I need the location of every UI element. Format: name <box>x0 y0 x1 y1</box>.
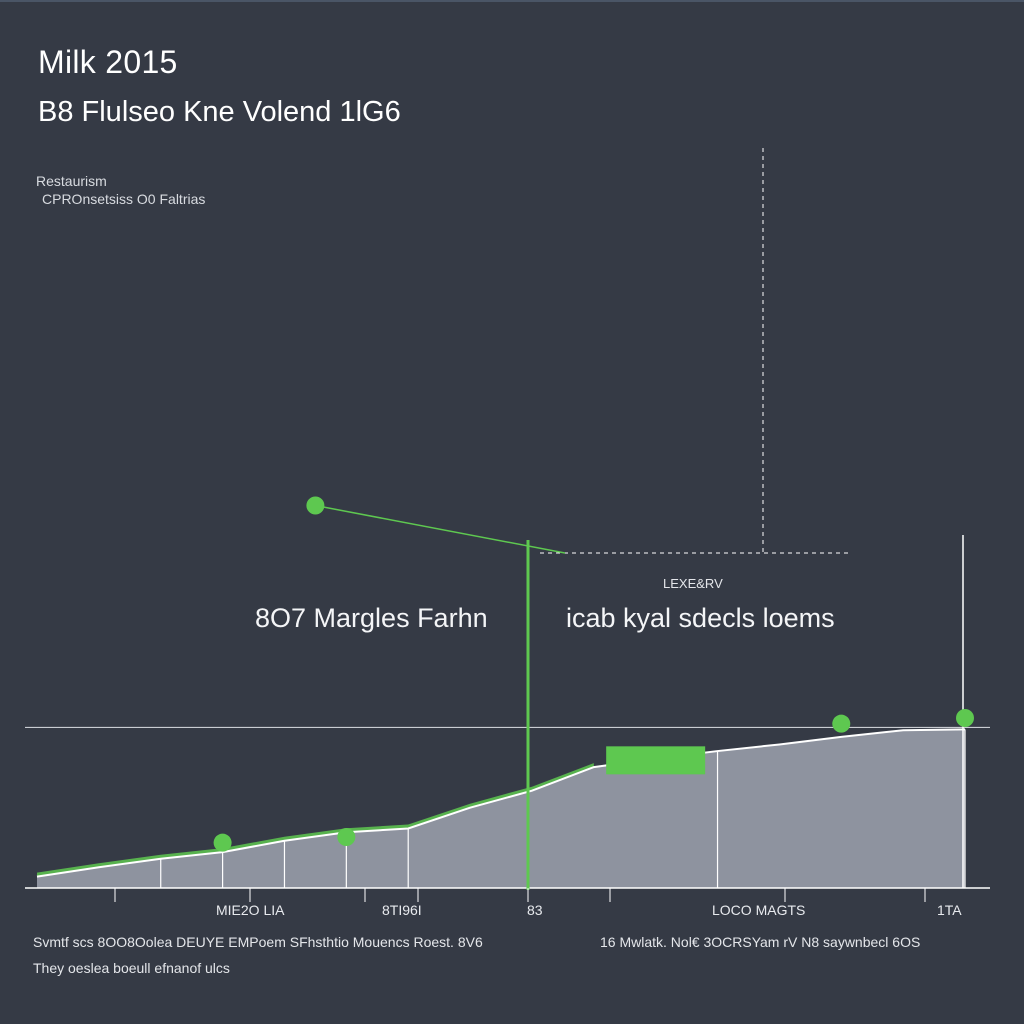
data-point <box>832 714 851 733</box>
outlier-connector <box>315 504 566 554</box>
series-line <box>36 728 966 878</box>
footer-line-1: Svmtf scs 8OO8Oolea DEUYE EMPoem SFhstht… <box>33 934 483 950</box>
footer-line-2: 16 Mwlatk. Nol€ 3OCRSYam rV N8 saywnbecl… <box>600 934 921 950</box>
area-fill <box>37 729 965 888</box>
area-highlight <box>37 763 594 877</box>
highlight-bar <box>606 746 706 775</box>
data-point <box>213 833 232 852</box>
top-border <box>0 0 1024 2</box>
data-point <box>306 496 325 515</box>
footer-line-3: They oeslea boeull efnanof ulcs <box>33 960 230 976</box>
x-tick-label: 8TI96I <box>382 902 422 918</box>
annotation-right-label: icab kyal sdecls loems <box>566 603 835 633</box>
note-line-1: Restaurism <box>36 173 107 189</box>
x-tick-label: LOCO MAGTS <box>712 902 806 918</box>
x-tick-label: 83 <box>527 902 543 918</box>
data-point <box>956 709 974 727</box>
data-point <box>337 828 356 846</box>
chart-subtitle: B8 Flulseo Kne Volend 1lG6 <box>38 96 401 128</box>
annotation-left-label: 8O7 Margles Farhn <box>255 603 488 633</box>
annotation-small-label: LEXE&RV <box>663 576 723 591</box>
note-line-2: CPROnsetsiss O0 Faltrias <box>42 191 206 207</box>
x-tick-label: MIE2O LIA <box>216 902 285 918</box>
x-tick-label: 1TA <box>937 902 962 918</box>
chart-title: Milk 2015 <box>38 44 178 80</box>
